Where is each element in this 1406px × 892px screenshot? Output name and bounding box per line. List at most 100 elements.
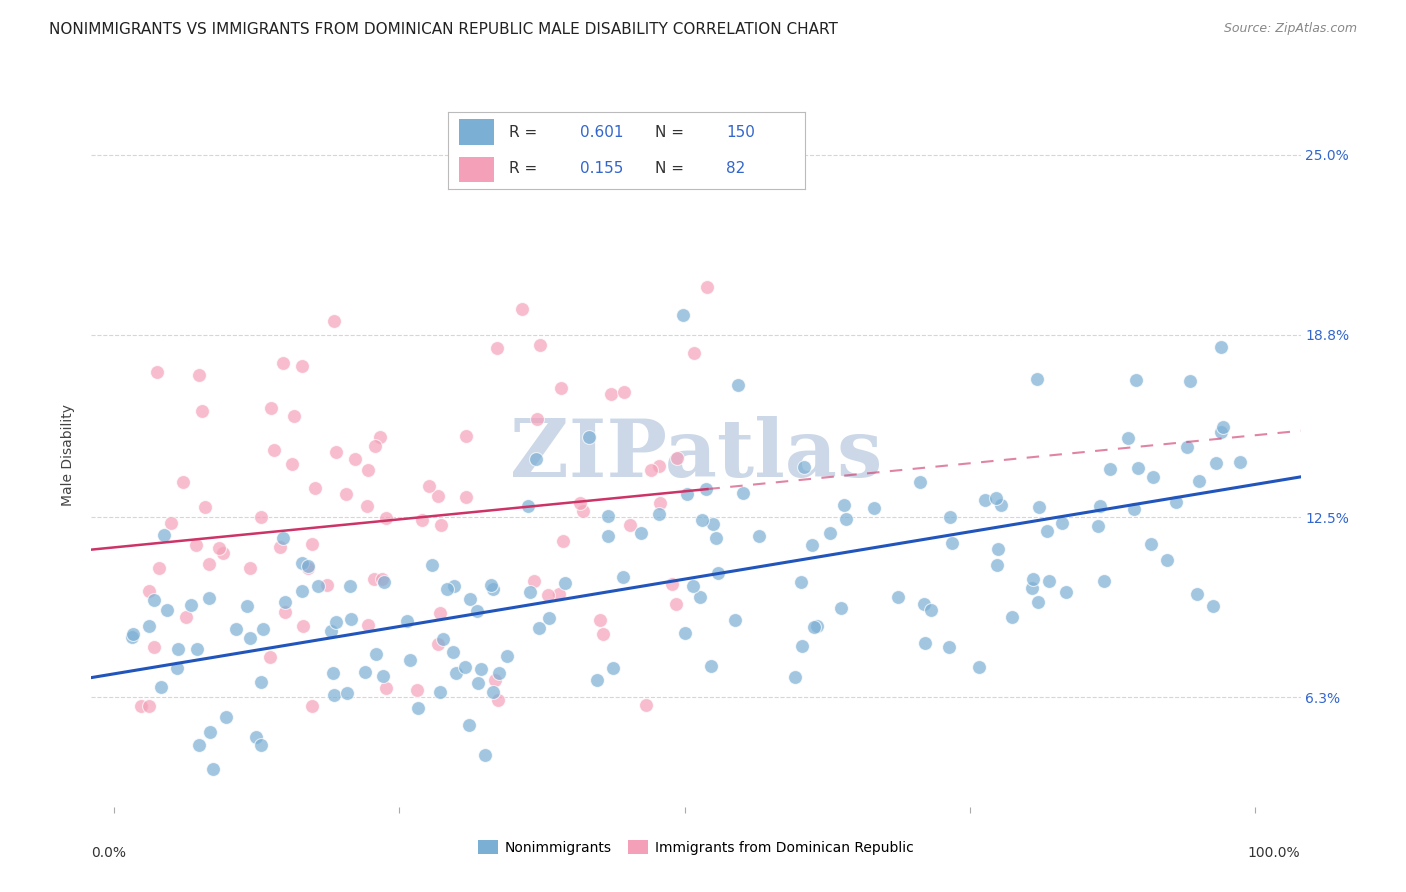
Point	[364, 439, 387, 453]
Point	[259, 649, 281, 664]
Point	[190, 403, 212, 417]
Point	[554, 575, 576, 590]
Point	[1001, 610, 1024, 624]
Point	[1087, 519, 1109, 533]
Point	[696, 279, 718, 293]
Point	[1090, 499, 1112, 513]
Point	[793, 459, 815, 474]
Point	[198, 724, 221, 739]
Point	[429, 685, 451, 699]
Point	[269, 540, 291, 554]
Point	[370, 572, 392, 586]
Point	[156, 603, 179, 617]
Point	[537, 588, 560, 602]
Point	[292, 619, 315, 633]
Point	[484, 673, 506, 688]
Point	[370, 430, 392, 444]
Point	[676, 487, 699, 501]
Point	[1188, 475, 1211, 489]
Point	[236, 599, 259, 614]
Point	[800, 538, 823, 552]
Point	[862, 500, 884, 515]
Point	[274, 595, 297, 609]
Point	[322, 666, 344, 681]
Point	[396, 614, 419, 628]
Point	[630, 526, 652, 541]
Point	[319, 624, 342, 639]
Point	[834, 512, 856, 526]
Point	[458, 592, 481, 607]
Point	[482, 685, 505, 699]
Point	[454, 429, 477, 443]
Point	[297, 561, 319, 575]
Point	[1139, 537, 1161, 551]
Point	[529, 621, 551, 635]
Point	[225, 622, 247, 636]
Point	[150, 680, 173, 694]
Point	[356, 499, 378, 513]
Point	[704, 532, 727, 546]
Point	[263, 443, 285, 458]
Point	[700, 659, 723, 673]
Point	[1212, 419, 1234, 434]
Point	[1209, 425, 1232, 439]
Point	[470, 662, 492, 676]
Point	[366, 648, 388, 662]
Point	[1205, 457, 1227, 471]
Point	[724, 614, 747, 628]
Point	[167, 642, 190, 657]
Point	[920, 602, 942, 616]
Point	[524, 451, 547, 466]
Point	[252, 622, 274, 636]
Point	[572, 504, 595, 518]
Point	[834, 498, 856, 512]
Point	[1026, 371, 1049, 385]
Point	[1116, 431, 1139, 445]
Point	[201, 762, 224, 776]
Point	[146, 365, 169, 379]
Point	[987, 542, 1010, 557]
Point	[731, 486, 754, 500]
Point	[138, 619, 160, 633]
Point	[458, 717, 481, 731]
Point	[682, 579, 704, 593]
Point	[250, 509, 273, 524]
Point	[727, 378, 749, 392]
Point	[596, 529, 619, 543]
Point	[399, 653, 422, 667]
Point	[748, 528, 770, 542]
Point	[912, 598, 935, 612]
Point	[441, 645, 464, 659]
Point	[486, 341, 509, 355]
Point	[1201, 599, 1223, 613]
Point	[153, 527, 176, 541]
Point	[250, 675, 273, 690]
Point	[454, 490, 477, 504]
Point	[550, 381, 572, 395]
Point	[578, 430, 600, 444]
Point	[1021, 581, 1043, 595]
Point	[496, 649, 519, 664]
Point	[208, 541, 231, 555]
Point	[640, 463, 662, 477]
Point	[551, 534, 574, 549]
Text: NONIMMIGRANTS VS IMMIGRANTS FROM DOMINICAN REPUBLIC MALE DISABILITY CORRELATION : NONIMMIGRANTS VS IMMIGRANTS FROM DOMINIC…	[49, 22, 838, 37]
Point	[184, 538, 207, 552]
Point	[467, 676, 489, 690]
Point	[239, 561, 262, 575]
Text: 100.0%: 100.0%	[1249, 846, 1301, 860]
Point	[990, 498, 1012, 512]
Point	[537, 610, 560, 624]
Point	[1026, 595, 1049, 609]
Point	[1022, 572, 1045, 586]
Point	[336, 685, 359, 699]
Point	[188, 738, 211, 752]
Point	[602, 661, 624, 675]
Point	[304, 481, 326, 495]
Point	[818, 526, 841, 541]
Point	[702, 516, 724, 531]
Legend: Nonimmigrants, Immigrants from Dominican Republic: Nonimmigrants, Immigrants from Dominican…	[472, 835, 920, 860]
Point	[586, 673, 609, 687]
Point	[1122, 502, 1144, 516]
Point	[138, 698, 160, 713]
